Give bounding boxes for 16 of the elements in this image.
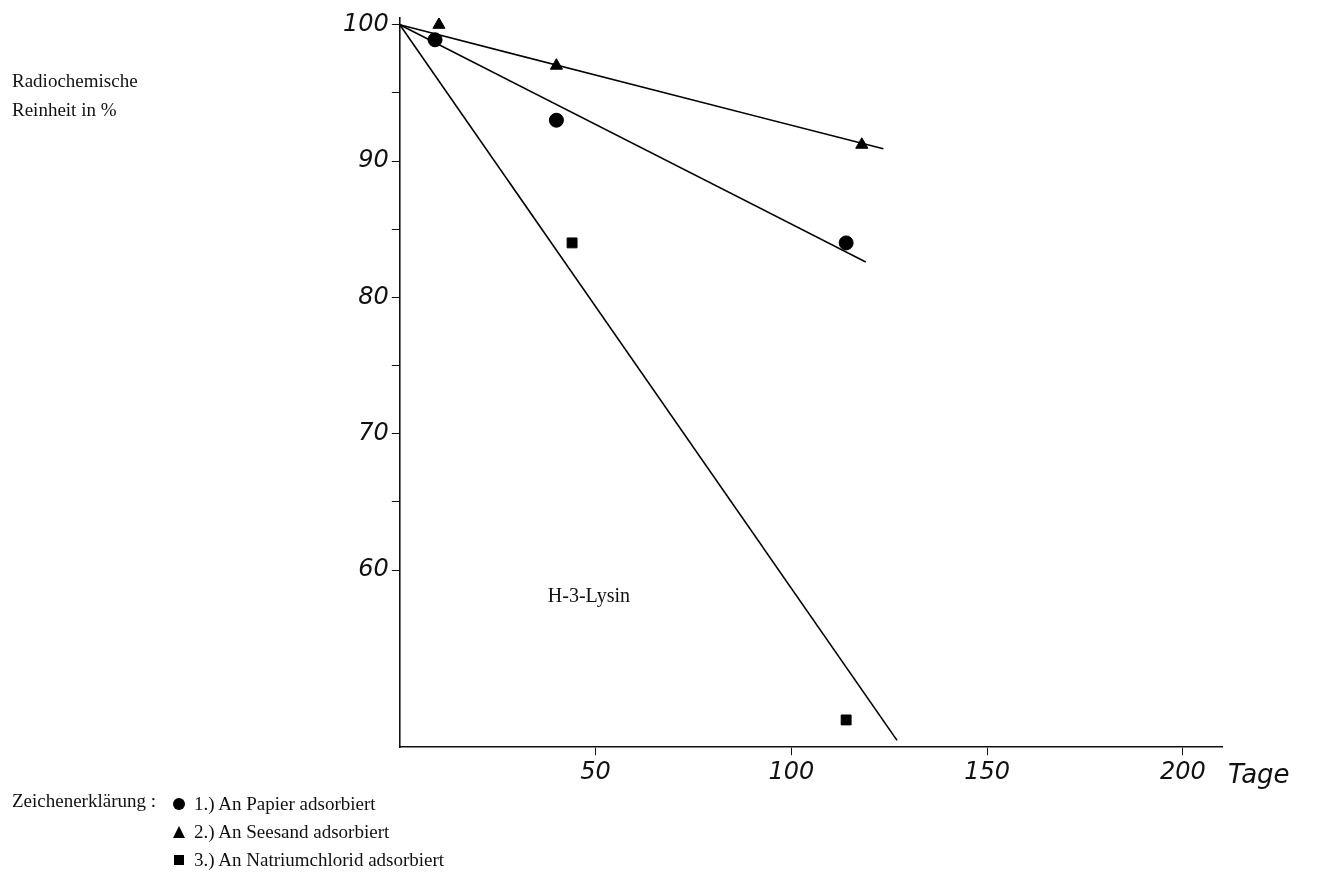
y-tick-label: 90 xyxy=(358,145,389,174)
y-tick-label: 100 xyxy=(343,9,389,38)
text: Radiochemische Reinheit in % xyxy=(12,69,139,122)
legend-title: Zeichenerklärung : xyxy=(12,790,157,813)
x-tick-label: 200 xyxy=(1159,756,1206,785)
x-tick-label: 150 xyxy=(964,756,1010,785)
y-tick-label: 60 xyxy=(358,554,389,583)
y-tick-label: 80 xyxy=(358,281,389,310)
x-tick-label: 100 xyxy=(768,756,815,785)
x-axis-title: Tage xyxy=(1228,758,1290,789)
x-tick-label: 50 xyxy=(580,756,611,785)
legend-label: 1.) An Papier adsorbiert xyxy=(194,793,376,815)
y-tick-label: 70 xyxy=(358,417,389,446)
legend-label: 3.) An Natriumchlorid adsorbiert xyxy=(194,849,445,871)
annotation: H-3-Lysin xyxy=(547,584,631,608)
legend-label: 2.) An Seesand adsorbiert xyxy=(194,821,390,843)
